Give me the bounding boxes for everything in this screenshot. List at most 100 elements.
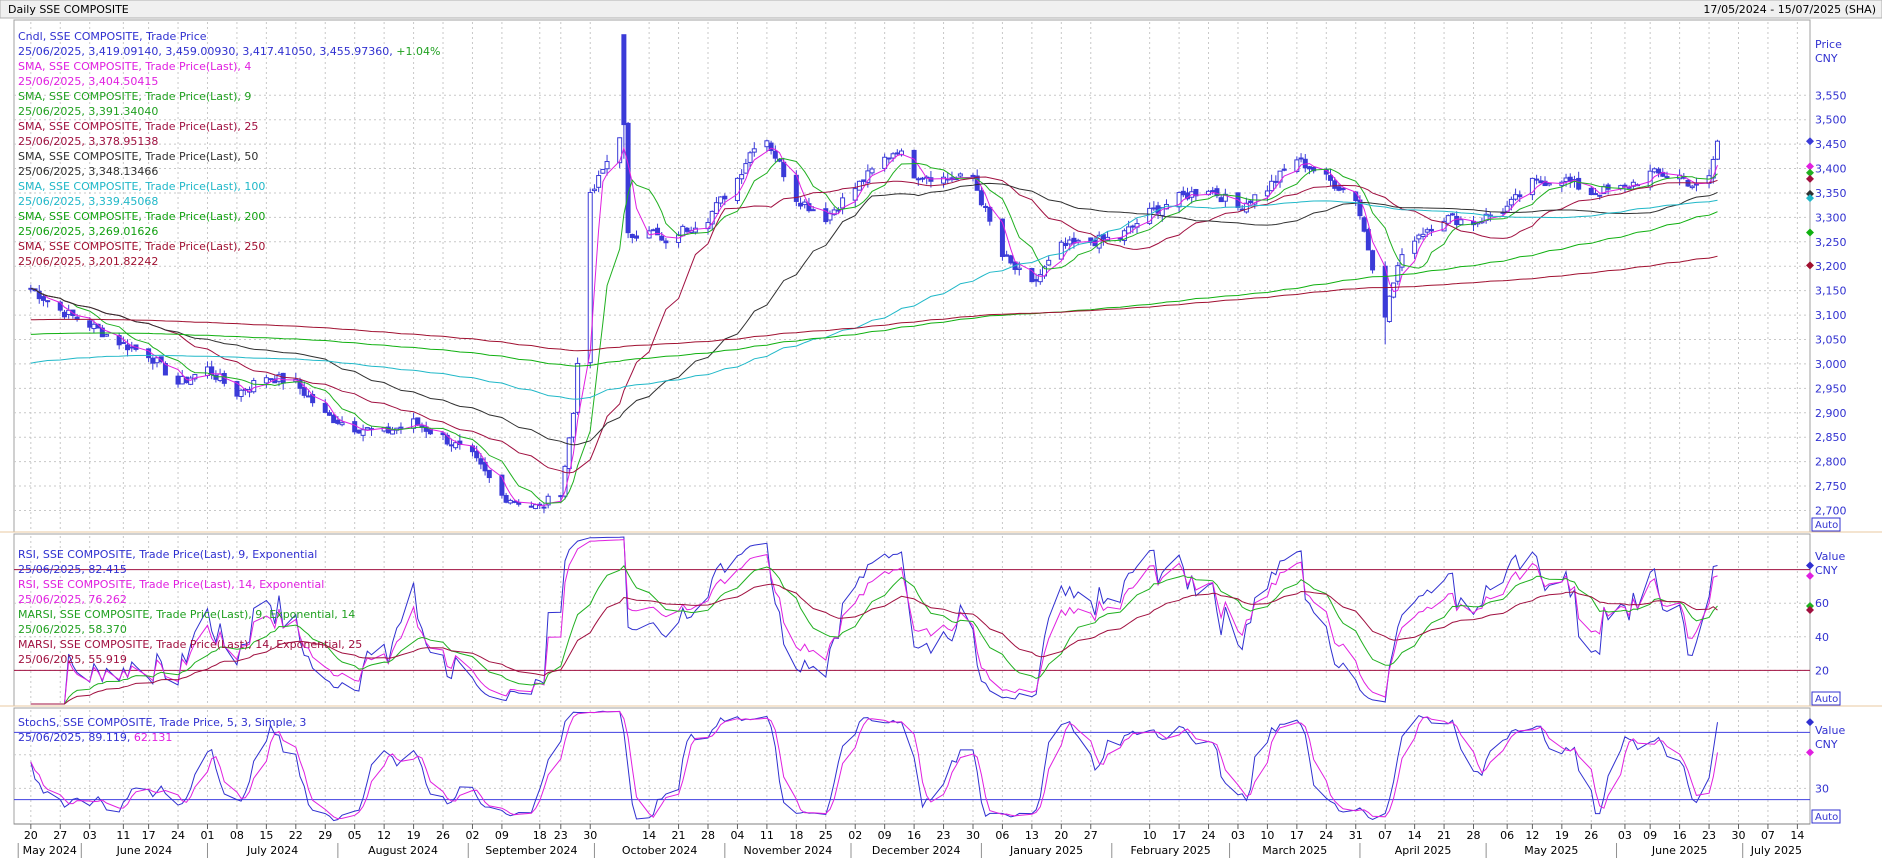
candle-body-47 [301,386,307,396]
x-tick-label-18: 23 [554,829,568,842]
rsi-marker-3 [1806,606,1814,615]
stoch-tick-0: 30 [1815,782,1829,795]
candle-body-203 [1218,197,1224,203]
x-tick-label-24: 11 [760,829,774,842]
candle-body-55 [352,421,358,433]
x-tick-label-41: 17 [1290,829,1304,842]
rsi-axis[interactable]: Value CNY 20 40 60 [1815,550,1845,677]
x-tick-label-20: 14 [642,829,656,842]
candle-body-213 [1277,170,1283,183]
month-label-13: June 2025 [1651,844,1707,857]
candle-body-72 [448,444,454,447]
candle-body-110 [676,234,682,243]
candle-body-283 [1689,185,1695,189]
rsi-axis-title: Value [1815,550,1845,563]
candle-body-179 [1075,239,1081,243]
candle-body-264 [1576,177,1582,190]
marsi-14-line [30,583,1718,705]
candle-body-231 [1386,295,1392,322]
candle-body-54 [339,422,345,426]
stoch-legend-line-1: 25/06/2025, 89.119, 62.131 [18,731,172,744]
candle-body-142 [861,179,867,182]
candle-body-210 [1264,190,1270,197]
candle-body-188 [1130,225,1136,228]
candle-body-81 [503,495,509,503]
rsi-legend-line-0: RSI, SSE COMPOSITE, Trade Price(Last), 9… [18,548,317,561]
last-value-marker-3 [1806,189,1814,198]
candle-body-154 [928,177,934,182]
main-price-plot [28,34,1814,514]
candle-body-229 [1370,250,1376,271]
x-tick-label-39: 03 [1231,829,1245,842]
main-legend-line-13: 25/06/2025, 3,269.01626 [18,225,158,238]
month-label-9: February 2025 [1131,844,1211,857]
candle-body-152 [920,177,926,180]
candle-body-163 [983,205,989,209]
price-tick-1: 2,750 [1815,480,1847,493]
candle-body-146 [886,157,892,160]
candle-body-99 [604,161,610,170]
x-tick-label-22: 28 [701,829,715,842]
candle-body-90 [558,495,564,498]
x-tick-label-5: 24 [171,829,185,842]
svg-text:Auto: Auto [1815,520,1838,531]
candle-body-136 [827,212,833,221]
x-tick-label-29: 16 [907,829,921,842]
candle-body-120 [734,177,740,201]
rsi-marker-1 [1806,571,1814,580]
candle-body-112 [684,227,690,232]
x-tick-label-26: 25 [819,829,833,842]
candle-body-73 [453,442,459,449]
x-tick-label-45: 14 [1408,829,1422,842]
rsi-marker-0 [1806,561,1814,570]
candle-body-216 [1298,157,1304,160]
rsi-auto-button[interactable]: Auto [1811,691,1841,706]
main-legend-line-8: SMA, SSE COMPOSITE, Trade Price(Last), 5… [18,150,258,163]
candle-body-252 [1508,198,1514,206]
x-tick-label-3: 11 [116,829,130,842]
main-legend-line-2: SMA, SSE COMPOSITE, Trade Price(Last), 4 [18,60,251,73]
candle-body-176 [1063,242,1069,247]
x-tick-label-46: 21 [1437,829,1451,842]
main-auto-button[interactable]: Auto [1811,517,1841,532]
stoch-axis-unit: CNY [1815,738,1838,751]
rsi-plot [14,536,1814,705]
x-tick-label-7: 08 [230,829,244,842]
stoch-auto-button[interactable]: Auto [1811,809,1841,824]
x-tick-label-54: 16 [1673,829,1687,842]
candle-body-232 [1391,282,1397,298]
candle-body-208 [1248,200,1254,204]
svg-text:Auto: Auto [1815,812,1838,823]
candle-body-211 [1269,180,1275,192]
x-tick-label-11: 05 [348,829,362,842]
candle-body-242 [1449,213,1455,216]
time-axis[interactable]: 20 27 03 11 17 24 01 08 15 22 29 05 12 19 26 02 09 18 23 30… [14,823,1810,858]
candle-body-164 [987,206,993,222]
x-tick-label-40: 10 [1260,829,1274,842]
main-legend-line-3: 25/06/2025, 3,404.50415 [18,75,158,88]
price-tick-15: 3,450 [1815,138,1847,151]
last-value-marker-5 [1806,228,1814,237]
price-tick-4: 2,900 [1815,407,1847,420]
price-axis[interactable]: Price CNY 2,700 2,750 2,800 2,850 2,900 2,950… [1815,38,1847,517]
candle-body-241 [1445,215,1451,224]
candle-body-255 [1529,177,1535,196]
stoch-axis[interactable]: Value CNY 30 [1815,724,1845,795]
rsi-legend-line-6: MARSI, SSE COMPOSITE, Trade Price(Last),… [18,638,362,651]
x-tick-label-10: 29 [318,829,332,842]
main-legend: Cndl, SSE COMPOSITE, Trade Price 25/06/20… [18,30,440,268]
month-label-8: January 2025 [1009,844,1083,857]
rsi-legend-line-2: RSI, SSE COMPOSITE, Trade Price(Last), 1… [18,578,324,591]
main-legend-line-6: SMA, SSE COMPOSITE, Trade Price(Last), 2… [18,120,258,133]
candle-body-129 [781,161,787,178]
x-tick-label-53: 09 [1643,829,1657,842]
price-tick-11: 3,250 [1815,236,1847,249]
last-value-marker-4 [1806,194,1814,203]
candle-body-127 [772,150,778,159]
candle-body-93 [570,412,576,438]
candle-body-256 [1534,178,1540,181]
candle-body-259 [1546,183,1552,186]
x-tick-label-44: 07 [1378,829,1392,842]
candle-body-100 [617,137,623,164]
